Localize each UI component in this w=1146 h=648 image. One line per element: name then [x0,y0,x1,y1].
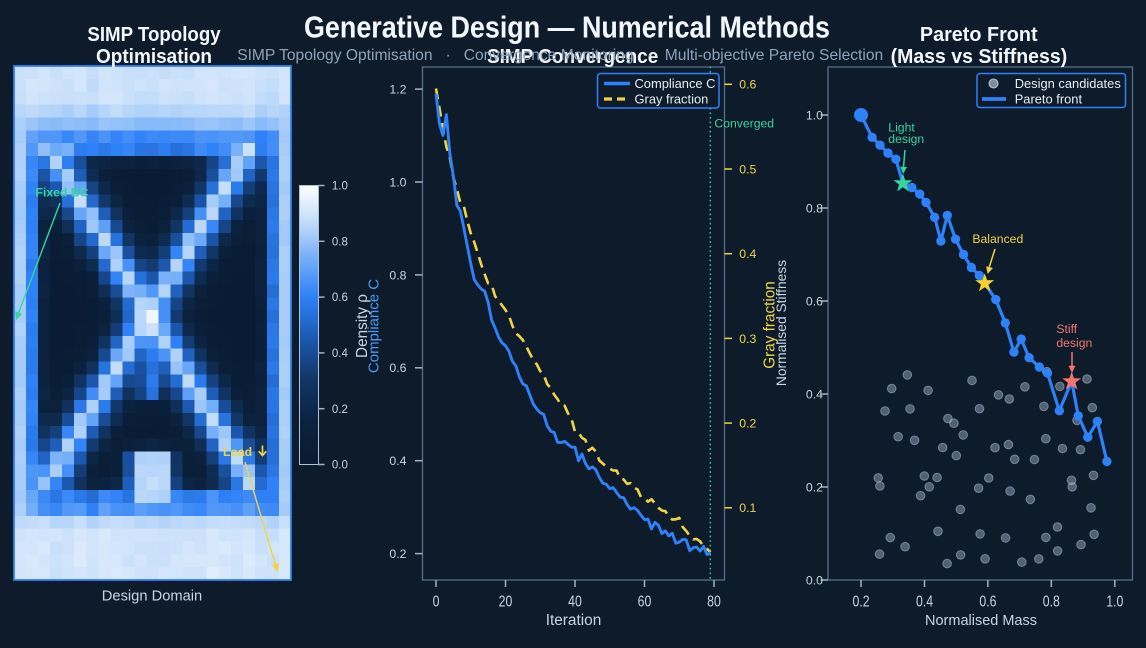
svg-text:0.6: 0.6 [979,592,996,610]
svg-text:0.8: 0.8 [389,268,406,282]
svg-text:Generative Design — Numerical: Generative Design — Numerical Methods [304,11,830,45]
svg-text:Converged: Converged [714,117,774,131]
svg-text:0.4: 0.4 [739,247,756,261]
svg-text:0.6: 0.6 [389,361,406,375]
svg-text:0.0: 0.0 [332,460,348,472]
svg-text:0.8: 0.8 [806,201,823,215]
svg-text:20: 20 [499,592,513,610]
svg-text:0.2: 0.2 [739,417,756,431]
svg-text:Light: Light [888,121,915,135]
svg-text:Optimisation: Optimisation [96,45,212,68]
svg-text:0: 0 [433,592,440,610]
svg-text:Pareto Front: Pareto Front [920,24,1038,47]
svg-text:0.1: 0.1 [739,501,756,515]
svg-text:1.0: 1.0 [806,108,823,122]
svg-text:0.4: 0.4 [389,454,406,468]
svg-text:60: 60 [638,592,652,610]
svg-text:Gray fraction: Gray fraction [635,92,709,107]
svg-text:Fixed BC: Fixed BC [36,186,89,200]
svg-text:design: design [888,132,924,146]
svg-text:1.0: 1.0 [1106,592,1123,610]
svg-text:0.4: 0.4 [806,387,823,401]
svg-text:1.0: 1.0 [389,175,406,189]
svg-text:SIMP Convergence: SIMP Convergence [487,46,658,69]
svg-text:1.2: 1.2 [389,83,406,97]
svg-text:design: design [1056,336,1092,350]
svg-text:40: 40 [568,592,582,610]
svg-text:Design Domain: Design Domain [102,588,202,604]
svg-text:0.2: 0.2 [389,547,406,561]
svg-text:Density ρ: Density ρ [354,294,371,358]
svg-text:Normalised Mass: Normalised Mass [925,613,1037,629]
svg-text:0.2: 0.2 [852,592,869,610]
svg-text:0.0: 0.0 [806,573,823,587]
svg-text:SIMP Topology: SIMP Topology [87,23,220,46]
svg-text:Stiff: Stiff [1056,322,1077,336]
svg-text:0.2: 0.2 [332,404,348,416]
svg-text:Gray fraction: Gray fraction [762,281,779,369]
svg-text:Iteration: Iteration [546,612,602,629]
svg-text:0.2: 0.2 [806,480,823,494]
svg-text:0.4: 0.4 [916,592,933,610]
svg-text:0.8: 0.8 [1043,592,1060,610]
svg-text:80: 80 [707,592,721,610]
svg-text:Design candidates: Design candidates [1015,76,1121,91]
svg-text:Pareto front: Pareto front [1015,92,1083,107]
svg-text:Normalised Stiffness: Normalised Stiffness [774,260,789,386]
svg-text:Compliance C: Compliance C [366,279,383,373]
svg-text:Balanced: Balanced [972,232,1023,246]
svg-text:0.3: 0.3 [739,332,756,346]
svg-text:SIMP Topology Optimisation ·: SIMP Topology Optimisation · Convergence… [237,47,883,64]
svg-text:0.6: 0.6 [332,292,348,304]
svg-text:Load: Load [223,445,252,459]
svg-text:0.5: 0.5 [739,162,756,176]
svg-text:Compliance C: Compliance C [635,76,716,91]
svg-text:0.8: 0.8 [332,236,348,248]
svg-text:(Mass vs Stiffness): (Mass vs Stiffness) [891,45,1068,68]
svg-text:0.6: 0.6 [806,294,823,308]
svg-text:0.4: 0.4 [332,348,349,360]
svg-text:1.0: 1.0 [332,181,348,193]
svg-text:0.6: 0.6 [739,78,756,92]
